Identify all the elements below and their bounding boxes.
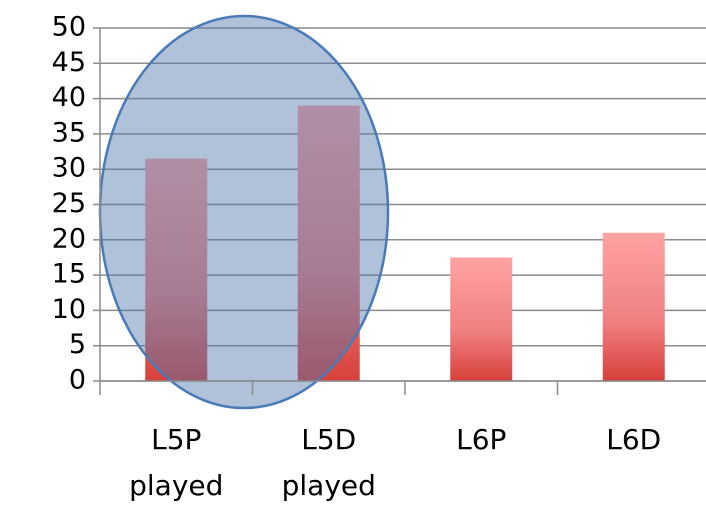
y-tick-label: 10 xyxy=(52,294,86,325)
y-tick-label: 20 xyxy=(52,223,86,254)
bar xyxy=(145,158,208,381)
y-tick-label: 50 xyxy=(52,12,86,43)
y-tick-label: 5 xyxy=(69,329,86,360)
y-tick-label: 35 xyxy=(52,117,86,148)
y-tick-label: 30 xyxy=(52,153,86,184)
bar xyxy=(450,257,513,381)
x-tick-label: L6P xyxy=(456,423,507,456)
y-tick-label: 0 xyxy=(69,365,86,396)
y-tick-label: 40 xyxy=(52,82,86,113)
bar xyxy=(602,232,665,381)
highlight-ellipse xyxy=(98,14,390,410)
x-tick-label: L6D xyxy=(606,423,662,456)
x-tick-label: L5P played xyxy=(129,423,224,502)
x-tick-label: L5D played xyxy=(281,423,376,502)
bar xyxy=(297,105,360,381)
y-tick-label: 15 xyxy=(52,259,86,290)
y-tick-label: 45 xyxy=(52,47,86,78)
y-tick-label: 25 xyxy=(52,188,86,219)
